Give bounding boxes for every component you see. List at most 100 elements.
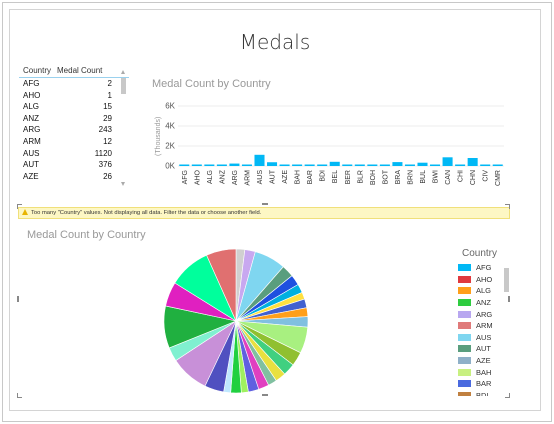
table-row[interactable]: ARG 243 — [19, 124, 129, 136]
bar[interactable] — [292, 164, 303, 167]
cell-country: ARM — [23, 136, 41, 146]
table-row[interactable]: AFG 2 — [19, 78, 129, 90]
x-tick-label: CIV — [483, 170, 490, 182]
resize-handle-bottom-left[interactable] — [17, 393, 22, 398]
bar[interactable] — [191, 164, 202, 167]
bar[interactable] — [430, 164, 441, 167]
legend-scrollbar[interactable] — [504, 262, 509, 394]
legend-item[interactable]: AHO — [458, 274, 498, 286]
bar[interactable] — [216, 164, 227, 167]
bar[interactable] — [367, 164, 378, 167]
resize-handle-right-middle[interactable] — [508, 296, 510, 302]
legend-item[interactable]: BDI — [458, 390, 498, 396]
pie-chart-title: Medal Count by Country — [27, 229, 146, 241]
x-tick-label: CHN — [470, 170, 477, 185]
legend-item[interactable]: AUS — [458, 332, 498, 344]
bar[interactable] — [254, 154, 265, 166]
bar[interactable] — [317, 164, 328, 167]
table-row[interactable]: AUT 376 — [19, 159, 129, 171]
x-tick-label: BUL — [420, 170, 427, 184]
bar[interactable] — [442, 157, 453, 166]
column-header-country[interactable]: Country — [23, 66, 52, 75]
cell-medal-count: 12 — [103, 136, 112, 146]
cell-country: AHO — [23, 90, 41, 100]
x-tick-label: BLR — [357, 170, 364, 184]
bar[interactable] — [467, 158, 478, 166]
x-tick-label: CHI — [458, 170, 465, 182]
bar[interactable] — [417, 162, 428, 166]
resize-handle-bottom-middle[interactable] — [262, 394, 268, 396]
bar[interactable] — [480, 164, 491, 167]
scroll-down-icon[interactable] — [121, 182, 125, 186]
cell-country: ARG — [23, 125, 41, 135]
resize-handle-top-right[interactable] — [505, 204, 510, 209]
scroll-up-icon[interactable] — [121, 70, 125, 74]
legend-item[interactable]: ARM — [458, 320, 498, 332]
resize-handle-bottom-right[interactable] — [505, 393, 510, 398]
pie-chart[interactable] — [160, 245, 312, 397]
bar[interactable] — [354, 164, 365, 167]
medal-table[interactable]: Country Medal Count AFG 2 AHO 1 ALG 15 ANZ 29 AR… — [19, 64, 129, 188]
x-tick-label: ARM — [244, 170, 251, 186]
legend-item[interactable]: AFG — [458, 262, 498, 274]
legend-item[interactable]: ANZ — [458, 297, 498, 309]
bar[interactable] — [304, 164, 315, 167]
cell-medal-count: 29 — [103, 113, 112, 123]
legend-label: ARM — [476, 321, 493, 331]
bar[interactable] — [492, 164, 503, 167]
bar-chart[interactable]: (Thousands)6K 4K 2K 0K AFG AHO ALG ANZ ARG ARM AUS… — [148, 96, 508, 200]
bar[interactable] — [179, 164, 190, 167]
x-tick-label: AHO — [194, 169, 201, 185]
pie-slice[interactable] — [206, 248, 237, 322]
resize-handle-left-middle[interactable] — [17, 296, 19, 302]
warning-bar: Too many "Country" values. Not displayin… — [18, 207, 510, 219]
table-row[interactable]: ARM 12 — [19, 136, 129, 148]
x-tick-label: CMR — [495, 170, 502, 186]
resize-handle-top-middle[interactable] — [262, 203, 268, 205]
x-tick-label: ALG — [207, 170, 214, 184]
scroll-thumb[interactable] — [121, 78, 126, 94]
bar[interactable] — [229, 163, 240, 166]
legend-title: Country — [462, 248, 498, 259]
bar-chart-title: Medal Count by Country — [152, 78, 271, 90]
legend-item[interactable]: AUT — [458, 343, 498, 355]
legend-item[interactable]: AZE — [458, 355, 498, 367]
legend-label: BAH — [476, 367, 492, 377]
legend-item[interactable]: BAH — [458, 366, 498, 378]
bar[interactable] — [342, 164, 353, 167]
legend-item[interactable]: BAR — [458, 378, 498, 390]
x-tick-label: BEL — [332, 170, 339, 183]
legend-item[interactable]: ALG — [458, 285, 498, 297]
legend-scroll-thumb[interactable] — [504, 268, 509, 292]
table-scrollbar[interactable] — [121, 70, 126, 186]
table-row[interactable]: AZE 26 — [19, 171, 129, 183]
x-tick-label: AZE — [282, 170, 289, 184]
bar[interactable] — [392, 162, 403, 166]
x-tick-label: BRN — [407, 170, 414, 185]
bar[interactable] — [379, 164, 390, 167]
x-tick-label: BOH — [370, 170, 377, 185]
bar[interactable] — [267, 162, 278, 166]
legend-label: ANZ — [476, 298, 491, 308]
bar[interactable] — [404, 164, 415, 167]
cell-medal-count: 2 — [107, 79, 112, 88]
column-header-medal-count[interactable]: Medal Count — [57, 66, 103, 75]
legend-swatch — [458, 287, 471, 295]
table-row[interactable]: ANZ 29 — [19, 113, 129, 125]
x-tick-label: BOT — [382, 169, 389, 184]
bar[interactable] — [279, 164, 290, 167]
cell-medal-count: 376 — [98, 160, 112, 170]
resize-handle-top-left[interactable] — [17, 204, 22, 209]
table-row[interactable]: ALG 15 — [19, 101, 129, 113]
legend-swatch — [458, 333, 471, 341]
bar[interactable] — [455, 164, 466, 167]
bar[interactable] — [241, 164, 252, 167]
bar[interactable] — [204, 164, 215, 167]
table-row[interactable]: AHO 1 — [19, 90, 129, 102]
legend-label: BDI — [476, 390, 489, 396]
legend-item[interactable]: ARG — [458, 308, 498, 320]
cell-medal-count: 1120 — [94, 148, 112, 158]
table-row[interactable]: AUS 1120 — [19, 148, 129, 160]
bar[interactable] — [329, 161, 340, 166]
x-tick-label: CAN — [445, 170, 452, 185]
